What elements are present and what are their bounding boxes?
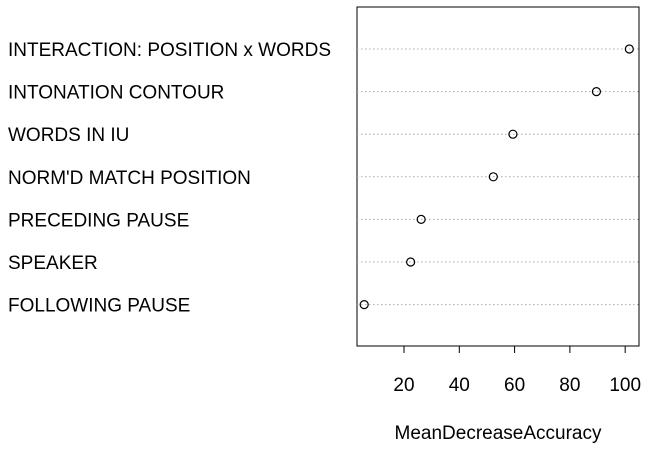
category-label: NORM'D MATCH POSITION: [8, 168, 251, 189]
x-axis-label: MeanDecreaseAccuracy: [395, 423, 602, 444]
category-labels: INTERACTION: POSITION x WORDS INTONATION …: [8, 40, 331, 317]
category-label: INTERACTION: POSITION x WORDS: [8, 40, 331, 61]
x-axis: 20 40 60 80 100: [393, 346, 641, 396]
x-tick-label: 60: [504, 375, 525, 396]
data-point: [359, 300, 369, 310]
data-point: [406, 257, 416, 267]
x-tick-label: 80: [559, 375, 580, 396]
x-tick-label: 20: [393, 375, 414, 396]
data-points: [359, 44, 634, 310]
category-label: SPEAKER: [8, 253, 98, 274]
category-label: WORDS IN IU: [8, 125, 129, 146]
category-label: INTONATION CONTOUR: [8, 83, 224, 104]
category-label: PRECEDING PAUSE: [8, 210, 189, 231]
data-point: [508, 129, 518, 139]
x-tick-label: 100: [609, 375, 641, 396]
data-point: [416, 214, 426, 224]
data-point: [591, 86, 602, 97]
x-tick-label: 40: [449, 375, 470, 396]
grid-lines: [357, 48, 639, 306]
data-point: [488, 172, 498, 182]
category-label: FOLLOWING PAUSE: [8, 296, 190, 317]
data-point: [624, 44, 634, 54]
